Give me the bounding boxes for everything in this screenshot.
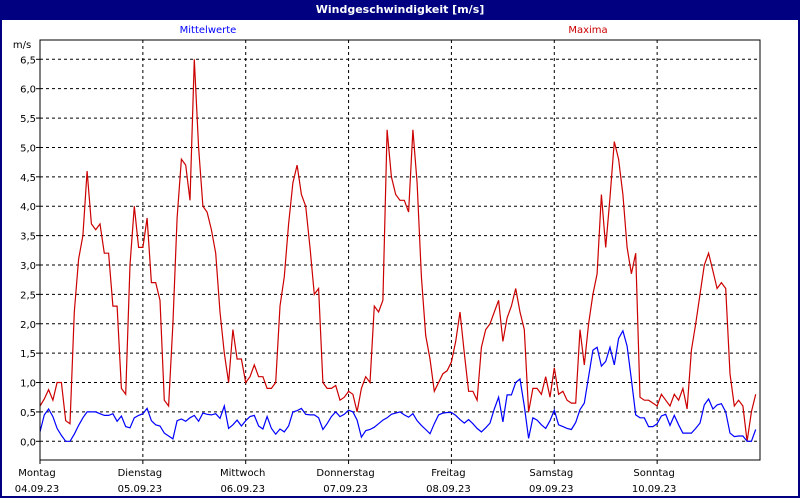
- x-tick-day: Montag: [18, 468, 55, 479]
- y-tick-label: 1,5: [20, 349, 36, 360]
- plot-frame: [39, 39, 761, 461]
- x-tick-date: 06.09.23: [220, 484, 265, 495]
- x-tick-day: Samstag: [529, 468, 573, 479]
- y-axis-ticks: 0,0 0,5 1,0 1,5 2,0 2,5 3,0 3,5 4,0 4,5 5,0 5,5 6,0 6…: [20, 55, 40, 448]
- x-tick-date: 08.09.23: [426, 484, 471, 495]
- y-tick-label: 0,5: [20, 408, 36, 419]
- y-tick-label: 0,0: [20, 437, 36, 448]
- x-tick-date: 07.09.23: [323, 484, 368, 495]
- y-tick-label: 6,5: [20, 55, 36, 66]
- y-tick-label: 1,0: [20, 379, 36, 390]
- y-tick-label: 5,0: [20, 143, 36, 154]
- window-title: Windgeschwindigkeit [m/s]: [0, 0, 800, 20]
- series-line-maxima: [39, 59, 757, 442]
- y-tick-label: 3,0: [20, 261, 36, 272]
- legend-mittelwerte: Mittelwerte: [180, 25, 237, 36]
- x-tick-date: 05.09.23: [118, 484, 163, 495]
- x-tick-day: Mittwoch: [220, 468, 265, 479]
- legend-maxima: Maxima: [568, 25, 607, 36]
- series-line-mittelwerte: [39, 329, 757, 442]
- y-tick-label: 2,5: [20, 290, 36, 301]
- y-tick-label: 6,0: [20, 85, 36, 96]
- y-tick-label: 4,5: [20, 173, 36, 184]
- x-tick-day: Sonntag: [633, 468, 675, 479]
- x-tick-day: Donnerstag: [316, 468, 374, 479]
- grid: [40, 40, 760, 460]
- x-tick-day: Freitag: [431, 468, 465, 479]
- x-tick-date: 10.09.23: [632, 484, 677, 495]
- x-tick-day: Dienstag: [118, 468, 163, 479]
- y-axis-unit: m/s: [13, 40, 31, 51]
- series-lines: [39, 59, 757, 442]
- y-tick-label: 2,0: [20, 320, 36, 331]
- y-tick-label: 5,5: [20, 114, 36, 125]
- x-tick-date: 09.09.23: [529, 484, 574, 495]
- x-tick-date: 04.09.23: [15, 484, 60, 495]
- y-tick-label: 4,0: [20, 202, 36, 213]
- x-axis-ticks: Montag 04.09.23 Dienstag 05.09.23 Mittwoch 06…: [15, 460, 677, 495]
- y-tick-label: 3,5: [20, 232, 36, 243]
